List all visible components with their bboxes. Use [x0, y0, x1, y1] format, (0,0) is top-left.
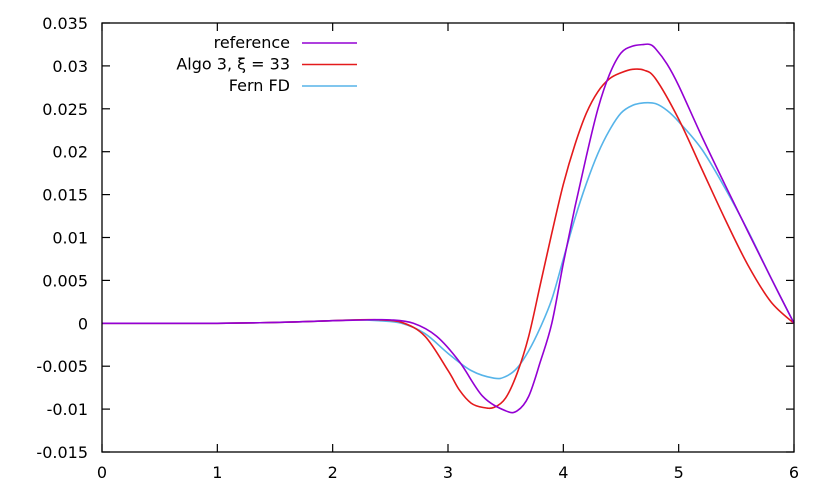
y-tick-label: -0.015 — [36, 443, 88, 462]
x-tick-label: 2 — [328, 463, 338, 482]
plot-frame — [101, 22, 795, 453]
y-tick-label: 0.005 — [42, 271, 88, 290]
x-tick-label: 1 — [212, 463, 222, 482]
x-tick-label: 5 — [674, 463, 684, 482]
y-tick-label: -0.01 — [47, 400, 88, 419]
legend: reference Algo 3, ξ = 33 Fern FD — [176, 33, 357, 95]
y-tick-label: 0.015 — [42, 186, 88, 205]
axis-ticks — [101, 22, 795, 453]
series-line-0 — [102, 43, 795, 414]
legend-label: reference — [214, 33, 290, 52]
legend-label: Fern FD — [229, 76, 290, 95]
y-tick-label: 0.01 — [52, 229, 88, 248]
x-tick-label: 0 — [97, 463, 107, 482]
x-tick-label: 4 — [558, 463, 568, 482]
y-tick-label: 0 — [78, 314, 88, 333]
series-line-1 — [102, 68, 795, 410]
y-tick-label: 0.03 — [52, 57, 88, 76]
series-lines — [102, 43, 795, 414]
y-tick-label: 0.02 — [52, 143, 88, 162]
y-tick-label: 0.035 — [42, 14, 88, 33]
y-tick-label: 0.025 — [42, 100, 88, 119]
axis-tick-labels: 0 1 2 3 4 5 6 -0.015 -0.01 -0.005 0 0.005 0.01 0.015 0… — [36, 14, 799, 482]
y-tick-label: -0.005 — [36, 357, 88, 376]
x-tick-label: 6 — [789, 463, 799, 482]
x-tick-label: 3 — [443, 463, 453, 482]
legend-label: Algo 3, ξ = 33 — [176, 55, 290, 74]
